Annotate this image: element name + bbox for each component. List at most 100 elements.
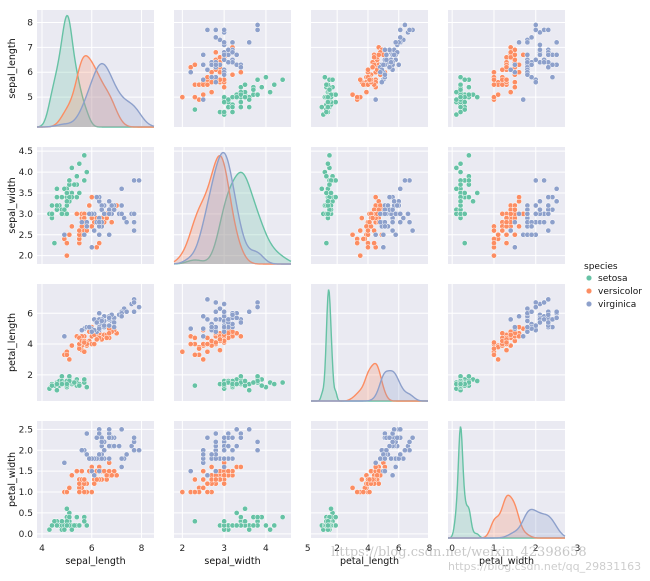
panel-petal_width-vs-petal_width <box>447 421 566 539</box>
scatter-point-virginica <box>131 227 137 234</box>
scatter-point-versicolor <box>64 252 70 259</box>
scatter-point-virginica <box>532 56 539 63</box>
scatter-point-virginica <box>106 315 113 321</box>
scatter-point-setosa <box>271 81 278 88</box>
scatter-point-virginica <box>380 231 387 238</box>
scatter-point-versicolor <box>503 240 510 246</box>
scatter-point-virginica <box>106 198 113 205</box>
legend-label: versicolor <box>598 287 642 297</box>
scatter-point-versicolor <box>349 231 356 238</box>
scatter-point-versicolor <box>499 227 506 234</box>
scatter-point-versicolor <box>64 240 70 246</box>
scatter-point-virginica <box>204 296 211 303</box>
scatter-point-virginica <box>386 64 393 71</box>
scatter-point-setosa <box>457 198 464 205</box>
scatter-point-versicolor <box>69 223 75 230</box>
x-tick-label: 5 <box>305 544 311 554</box>
scatter-point-virginica <box>221 447 227 454</box>
x-axis-label: petal_width <box>479 556 534 567</box>
scatter-point-virginica <box>136 177 142 184</box>
scatter-point-virginica <box>372 459 379 466</box>
scatter-point-virginica <box>532 79 539 86</box>
x-tick-label: 2 <box>334 544 340 554</box>
scatter-point-versicolor <box>238 333 244 340</box>
scatter-point-virginica <box>81 231 88 238</box>
scatter-point-setosa <box>474 94 481 100</box>
scatter-point-virginica <box>212 27 219 33</box>
scatter-point-virginica <box>402 177 408 184</box>
scatter-point-versicolor <box>371 240 377 246</box>
scatter-point-virginica <box>553 51 560 58</box>
scatter-point-setosa <box>221 518 227 525</box>
x-axis-label: sepal_width <box>204 556 260 567</box>
scatter-point-virginica <box>229 447 236 454</box>
scatter-point-virginica <box>254 439 261 445</box>
scatter-point-setosa <box>64 522 70 529</box>
scatter-point-versicolor <box>360 489 367 495</box>
panel-sepal_width-vs-sepal_length <box>37 147 154 264</box>
scatter-point-virginica <box>96 310 103 317</box>
y-tick-label: 1.0 <box>19 488 34 498</box>
scatter-point-setosa <box>457 160 464 167</box>
scatter-point-setosa <box>242 94 248 100</box>
scatter-point-virginica <box>78 327 85 334</box>
scatter-point-setosa <box>83 384 90 390</box>
kde-line-virginica <box>36 62 155 128</box>
scatter-point-setosa <box>76 382 83 389</box>
scatter-point-versicolor <box>491 227 497 234</box>
scatter-point-virginica <box>225 59 232 66</box>
scatter-point-setosa <box>453 111 460 118</box>
scatter-point-virginica <box>225 316 232 323</box>
kde-area-versicolor <box>311 363 428 401</box>
scatter-point-versicolor <box>93 476 100 483</box>
scatter-point-setosa <box>64 381 70 387</box>
scatter-point-virginica <box>212 61 219 68</box>
scatter-point-setosa <box>271 381 278 387</box>
scatter-point-virginica <box>83 430 90 437</box>
scatter-point-virginica <box>131 219 137 226</box>
scatter-point-virginica <box>528 231 535 238</box>
scatter-point-versicolor <box>503 219 510 226</box>
scatter-point-virginica <box>229 49 236 56</box>
scatter-point-setosa <box>54 202 60 209</box>
scatter-point-virginica <box>106 443 113 449</box>
kde-line-virginica <box>311 369 428 402</box>
scatter-point-versicolor <box>357 252 364 259</box>
scatter-point-versicolor <box>491 94 497 100</box>
scatter-point-virginica <box>221 308 227 315</box>
scatter-point-virginica <box>233 426 240 433</box>
scatter-point-setosa <box>263 74 269 81</box>
scatter-point-virginica <box>532 27 539 33</box>
scatter-point-setosa <box>246 96 253 103</box>
scatter-point-versicolor <box>349 485 356 491</box>
scatter-point-setosa <box>453 89 460 96</box>
scatter-point-virginica <box>545 27 552 33</box>
scatter-point-virginica <box>91 472 98 479</box>
scatter-point-versicolor <box>516 194 522 200</box>
scatter-point-virginica <box>388 455 394 462</box>
scatter-point-versicolor <box>371 54 377 61</box>
scatter-point-virginica <box>545 311 552 318</box>
scatter-point-setosa <box>457 109 464 115</box>
scatter-point-setosa <box>457 381 464 387</box>
scatter-point-virginica <box>516 211 522 217</box>
scatter-point-setosa <box>238 514 244 520</box>
scatter-point-versicolor <box>200 476 207 483</box>
scatter-point-setosa <box>457 169 464 175</box>
scatter-point-virginica <box>118 202 125 209</box>
scatter-point-virginica <box>229 434 236 441</box>
panel-petal_length-vs-sepal_width <box>174 284 291 401</box>
scatter-point-versicolor <box>357 227 364 234</box>
scatter-point-virginica <box>545 211 552 217</box>
scatter-point-virginica <box>238 434 244 441</box>
scatter-point-setosa <box>325 160 331 167</box>
kde-line-versicolor <box>173 154 291 265</box>
scatter-point-versicolor <box>212 476 219 483</box>
scatter-point-setosa <box>83 522 90 529</box>
scatter-point-virginica <box>200 76 207 83</box>
panel-petal_width-vs-sepal_width <box>174 421 291 538</box>
scatter-point-setosa <box>279 514 286 520</box>
scatter-point-versicolor <box>512 231 518 238</box>
scatter-point-versicolor <box>229 71 236 78</box>
scatter-point-virginica <box>238 319 244 326</box>
